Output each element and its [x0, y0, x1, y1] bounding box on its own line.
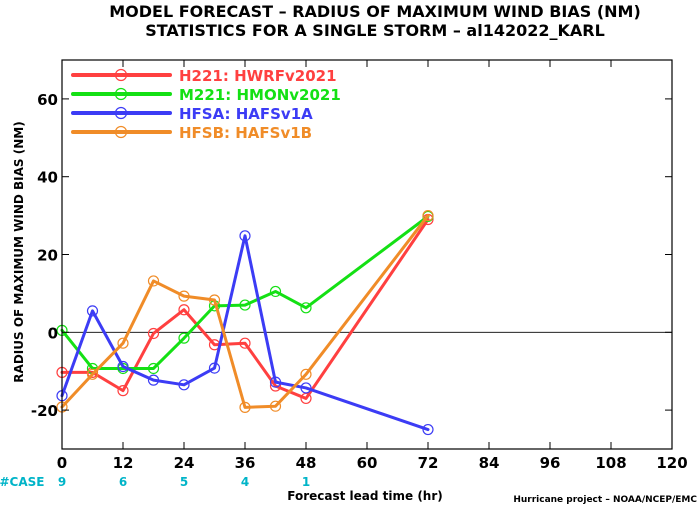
legend-marker-hfsa	[114, 106, 128, 120]
y-tick-label: 60	[37, 91, 58, 109]
data-point-hfsb	[117, 337, 129, 349]
x-tick-label: 0	[57, 454, 67, 472]
legend-label-h221: H221: HWRFv2021	[179, 67, 337, 85]
case-count: 4	[241, 475, 249, 489]
series-line-hfsb	[60, 214, 430, 409]
case-count: 9	[58, 475, 66, 489]
plot-frame	[61, 59, 673, 450]
data-point-hfsa	[422, 423, 434, 436]
data-point-m221	[300, 302, 312, 314]
data-point-hfsa	[208, 362, 221, 374]
x-tick-label: 60	[357, 454, 378, 472]
data-point-hfsb	[208, 294, 221, 306]
data-point-h221	[117, 385, 129, 397]
legend-marker-h221	[114, 68, 128, 82]
case-count: 5	[180, 475, 188, 489]
data-point-h221	[147, 327, 160, 340]
legend-marker-m221	[114, 87, 128, 101]
chart-title: MODEL FORECAST – RADIUS OF MAXIMUM WIND …	[109, 2, 641, 21]
x-tick-label: 120	[656, 454, 687, 472]
data-point-hfsb	[86, 368, 99, 380]
data-point-hfsa	[300, 382, 312, 394]
y-tick-label: -20	[31, 402, 58, 420]
legend-marker-hfsb	[114, 125, 128, 139]
chart-subtitle: STATISTICS FOR A SINGLE STORM – al142022…	[145, 21, 605, 40]
data-point-h221	[239, 337, 251, 349]
x-tick-label: 48	[296, 454, 317, 472]
data-point-hfsa	[147, 374, 160, 386]
series-line-m221	[60, 214, 430, 370]
data-point-m221	[239, 299, 251, 311]
x-tick-label: 84	[479, 454, 500, 472]
data-point-hfsa	[178, 379, 190, 391]
plot-area	[56, 59, 673, 450]
data-point-hfsb	[422, 210, 434, 222]
series-line-h221	[60, 217, 430, 400]
series-line-hfsa	[60, 234, 430, 432]
x-tick-label: 24	[174, 454, 195, 472]
x-tick-label: 72	[418, 454, 439, 472]
data-point-h221	[178, 304, 190, 316]
data-point-hfsa	[117, 360, 129, 373]
data-point-m221	[147, 362, 160, 375]
x-tick-label: 12	[113, 454, 134, 472]
x-tick-label: 96	[540, 454, 561, 472]
data-point-hfsa	[269, 376, 282, 388]
data-point-m221	[178, 332, 190, 344]
data-point-hfsb	[239, 401, 251, 413]
data-point-hfsb	[300, 368, 312, 380]
data-point-m221	[269, 285, 282, 298]
credit-text: Hurricane project – NOAA/NCEP/EMC	[513, 495, 697, 505]
y-tick-label: 20	[37, 247, 58, 265]
case-count: 6	[119, 475, 127, 489]
legend-label-m221: M221: HMONv2021	[179, 86, 341, 104]
legend-label-hfsa: HFSA: HAFSv1A	[179, 105, 313, 123]
y-tick-label: 40	[37, 169, 58, 187]
data-point-hfsb	[269, 400, 282, 412]
x-tick-label: 108	[595, 454, 626, 472]
x-tick-label: 36	[235, 454, 256, 472]
data-point-hfsb	[178, 290, 190, 302]
case-label: #CASE	[0, 475, 45, 489]
data-point-hfsa	[239, 230, 251, 242]
data-point-hfsa	[86, 305, 99, 317]
legend-label-hfsb: HFSB: HAFSv1B	[179, 124, 312, 142]
data-point-hfsb	[147, 275, 160, 287]
x-axis-label: Forecast lead time (hr)	[287, 489, 443, 503]
y-tick-label: 0	[48, 324, 58, 342]
y-axis-label: RADIUS OF MAXIMUM WIND BIAS (NM)	[12, 121, 26, 382]
case-count: 1	[302, 475, 310, 489]
